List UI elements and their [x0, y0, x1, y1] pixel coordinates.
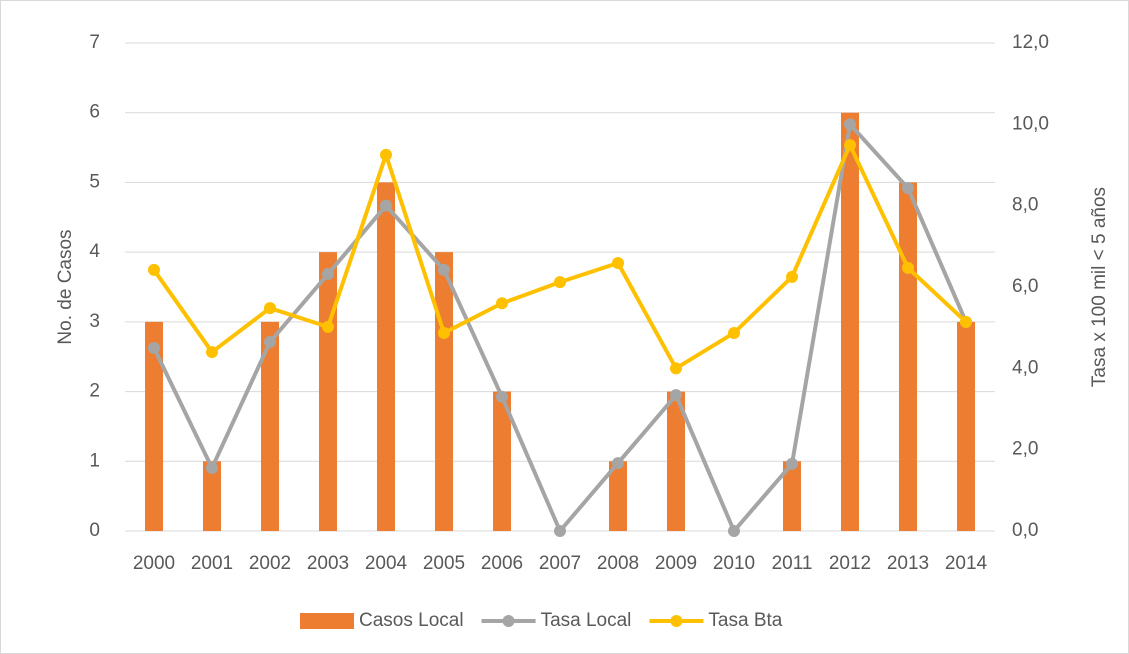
x-tick-label: 2009	[655, 553, 697, 574]
x-tick-label: 2005	[423, 553, 465, 574]
y-tick-label: 4	[89, 241, 100, 262]
point	[264, 302, 276, 315]
bar	[667, 391, 685, 531]
y-tick-label: 5	[89, 171, 100, 192]
y-tick-label: 3	[89, 311, 100, 332]
legend-label: Tasa Local	[541, 610, 632, 631]
x-tick-label: 2008	[597, 553, 639, 574]
point	[786, 270, 798, 283]
point	[496, 297, 508, 310]
point	[554, 276, 566, 289]
bar	[841, 112, 859, 531]
y-axis-title: No. de Casos	[55, 229, 76, 344]
point	[148, 342, 160, 354]
point	[786, 457, 798, 470]
bar	[957, 321, 975, 531]
bar	[609, 461, 627, 531]
y-tick-label: 6	[89, 102, 100, 123]
x-tick-label: 2007	[539, 553, 581, 574]
x-tick-label: 2013	[887, 553, 929, 574]
x-tick-label: 2000	[133, 553, 175, 574]
bar	[783, 461, 801, 531]
x-tick-label: 2006	[481, 553, 523, 574]
bar	[145, 321, 163, 531]
y-tick-label: 1	[89, 450, 100, 471]
legend-marker	[670, 615, 683, 627]
x-tick-label: 2014	[945, 553, 988, 574]
bar	[493, 391, 511, 531]
point	[844, 118, 856, 131]
x-tick-label: 2001	[191, 553, 233, 574]
bar	[319, 252, 337, 531]
point	[380, 199, 392, 212]
point	[728, 525, 740, 537]
point	[670, 362, 682, 375]
x-tick-label: 2011	[772, 553, 813, 574]
point	[902, 261, 914, 274]
point	[206, 461, 218, 474]
y2-tick-label: 8,0	[1012, 195, 1038, 216]
legend-swatch	[300, 613, 354, 629]
point	[148, 263, 160, 276]
point	[206, 346, 218, 359]
y2-axis-title: Tasa x 100 mil < 5 años	[1089, 187, 1110, 387]
point	[380, 148, 392, 161]
x-tick-label: 2004	[365, 553, 408, 574]
point	[728, 326, 740, 339]
point	[496, 390, 508, 403]
x-tick-label: 2003	[307, 553, 349, 574]
y-tick-label: 7	[89, 32, 100, 53]
x-tick-label: 2002	[249, 553, 291, 574]
y2-tick-label: 0,0	[1012, 520, 1038, 541]
bar	[203, 461, 221, 531]
bar	[261, 321, 279, 531]
y2-tick-label: 2,0	[1012, 439, 1038, 460]
point	[902, 182, 914, 195]
legend-label: Tasa Bta	[708, 610, 782, 631]
point	[612, 257, 624, 270]
point	[322, 320, 334, 333]
point	[438, 263, 450, 276]
point	[670, 389, 682, 402]
y-tick-label: 2	[89, 381, 100, 402]
bar	[377, 182, 395, 531]
y2-tick-label: 12,0	[1012, 32, 1049, 53]
point	[554, 525, 566, 537]
y2-tick-label: 10,0	[1012, 113, 1049, 134]
x-tick-label: 2012	[829, 553, 871, 574]
point	[844, 139, 856, 152]
point	[612, 457, 624, 470]
point	[322, 267, 334, 280]
x-tick-label: 2010	[713, 553, 755, 574]
y-tick-label: 0	[89, 520, 100, 541]
bar	[899, 182, 917, 531]
legend-label: Casos Local	[359, 610, 464, 631]
legend-marker	[502, 615, 515, 627]
y2-tick-label: 4,0	[1012, 357, 1038, 378]
bar	[435, 252, 453, 531]
y2-tick-label: 6,0	[1012, 276, 1038, 297]
point	[264, 335, 276, 348]
point	[438, 326, 450, 339]
point	[960, 315, 972, 328]
